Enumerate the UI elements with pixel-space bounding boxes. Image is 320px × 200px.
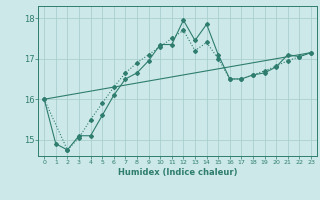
X-axis label: Humidex (Indice chaleur): Humidex (Indice chaleur) bbox=[118, 168, 237, 177]
